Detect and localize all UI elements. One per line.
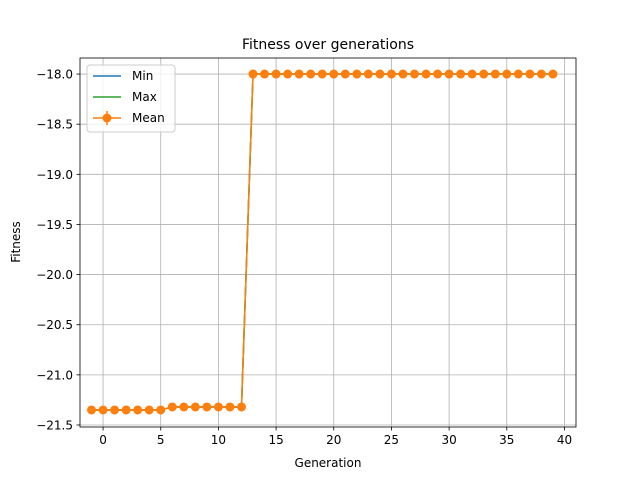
data-point-mean — [271, 69, 281, 79]
x-tick-label: 35 — [499, 433, 514, 447]
y-axis-label: Fitness — [9, 221, 23, 263]
data-point-mean — [294, 69, 304, 79]
chart-title: Fitness over generations — [242, 37, 414, 53]
data-point-mean — [467, 69, 477, 79]
data-point-mean — [179, 402, 189, 412]
data-point-mean — [329, 69, 339, 79]
data-point-mean — [110, 405, 120, 415]
x-tick-label: 40 — [557, 433, 572, 447]
y-tick-label: −18.5 — [36, 118, 73, 132]
x-tick-label: 30 — [441, 433, 456, 447]
plot-frame — [79, 57, 577, 428]
axis-ticks: 0 5 10 15 20 25 30 35 40 −18.0 −18.5 −19.0 −19.5 −20.… — [36, 68, 572, 447]
data-point-mean — [410, 69, 420, 79]
data-point-mean — [133, 405, 143, 415]
legend: Min Max Mean — [86, 64, 176, 133]
data-point-mean — [340, 69, 350, 79]
x-tick-label: 25 — [384, 433, 399, 447]
y-tick-label: −19.5 — [36, 218, 73, 232]
legend-label-max: Max — [132, 90, 157, 104]
data-point-mean — [479, 69, 489, 79]
data-point-mean — [306, 69, 316, 79]
data-point-mean — [375, 69, 385, 79]
data-point-mean — [536, 69, 546, 79]
x-tick-label: 5 — [157, 433, 165, 447]
y-tick-label: −20.0 — [36, 268, 73, 282]
data-point-mean — [98, 405, 108, 415]
legend-label-mean: Mean — [132, 111, 165, 125]
data-point-mean — [236, 402, 246, 412]
y-tick-label: −20.5 — [36, 318, 73, 332]
data-point-mean — [352, 69, 362, 79]
x-tick-label: 20 — [326, 433, 341, 447]
data-point-mean — [513, 69, 523, 79]
data-point-mean — [386, 69, 396, 79]
data-point-mean — [167, 402, 177, 412]
series-group — [87, 69, 558, 415]
data-point-mean — [144, 405, 154, 415]
data-point-mean — [502, 69, 512, 79]
data-point-mean — [398, 69, 408, 79]
data-point-mean — [260, 69, 270, 79]
y-tick-label: −21.0 — [36, 368, 73, 382]
data-point-mean — [248, 69, 258, 79]
data-point-mean — [156, 405, 166, 415]
data-point-mean — [225, 402, 235, 412]
data-point-mean — [456, 69, 466, 79]
data-point-mean — [548, 69, 558, 79]
data-point-mean — [87, 405, 97, 415]
x-tick-label: 0 — [99, 433, 107, 447]
x-axis-label: Generation — [295, 456, 362, 470]
y-tick-label: −18.0 — [36, 68, 73, 82]
grid-lines — [80, 58, 576, 427]
data-point-mean — [283, 69, 293, 79]
x-tick-label: 10 — [211, 433, 226, 447]
data-point-mean — [433, 69, 443, 79]
data-point-mean — [421, 69, 431, 79]
y-tick-label: −19.0 — [36, 168, 73, 182]
data-point-mean — [190, 402, 200, 412]
data-point-mean — [363, 69, 373, 79]
data-point-mean — [490, 69, 500, 79]
data-point-mean — [213, 402, 223, 412]
data-point-mean — [525, 69, 535, 79]
legend-label-min: Min — [132, 69, 153, 83]
x-tick-label: 15 — [268, 433, 283, 447]
legend-marker-mean — [102, 113, 112, 123]
data-point-mean — [444, 69, 454, 79]
data-point-mean — [121, 405, 131, 415]
data-point-mean — [317, 69, 327, 79]
data-point-mean — [202, 402, 212, 412]
y-tick-label: −21.5 — [36, 418, 73, 432]
